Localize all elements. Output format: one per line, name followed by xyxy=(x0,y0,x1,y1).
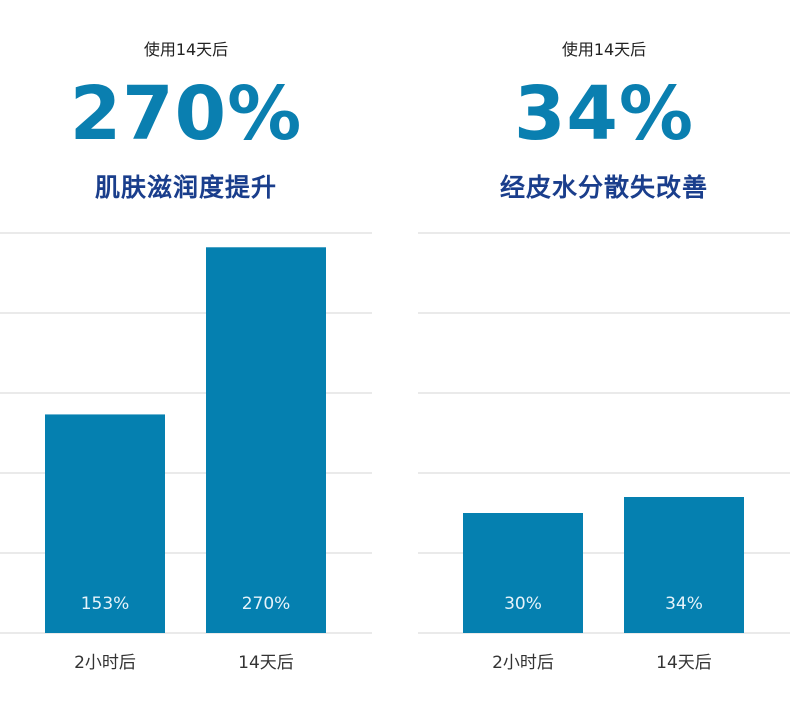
x-tick-label: 2小时后 xyxy=(74,653,136,673)
bar-chart-moisture: 153% 2小时后 270% 14天后 xyxy=(0,232,372,673)
bar-1 xyxy=(463,513,583,633)
chart-panel-tewl: 使用14天后 34% 经皮水分散失改善 30% 2小时后 34% 14天后 xyxy=(418,0,790,702)
bar-value-label: 30% xyxy=(504,594,542,614)
bar-chart-tewl: 30% 2小时后 34% 14天后 xyxy=(418,232,790,673)
panel-description: 经皮水分散失改善 xyxy=(499,173,708,202)
bar-2 xyxy=(624,497,744,633)
panel-subtitle: 使用14天后 xyxy=(561,40,647,59)
x-tick-label: 14天后 xyxy=(656,653,712,673)
big-stat-value: 34% xyxy=(513,71,695,157)
bar-value-label: 270% xyxy=(242,594,291,614)
big-stat-value: 270% xyxy=(69,71,303,157)
panel-subtitle: 使用14天后 xyxy=(143,40,229,59)
x-tick-label: 14天后 xyxy=(238,653,294,673)
bar-2 xyxy=(206,247,326,634)
panel-description: 肌肤滋润度提升 xyxy=(94,173,277,202)
chart-panel-moisture: 使用14天后 270% 肌肤滋润度提升 153% 2小时后 270% 14天后 xyxy=(0,0,372,702)
bar-1 xyxy=(45,414,165,633)
x-tick-label: 2小时后 xyxy=(492,653,554,673)
bar-value-label: 34% xyxy=(665,594,703,614)
bar-value-label: 153% xyxy=(81,594,130,614)
